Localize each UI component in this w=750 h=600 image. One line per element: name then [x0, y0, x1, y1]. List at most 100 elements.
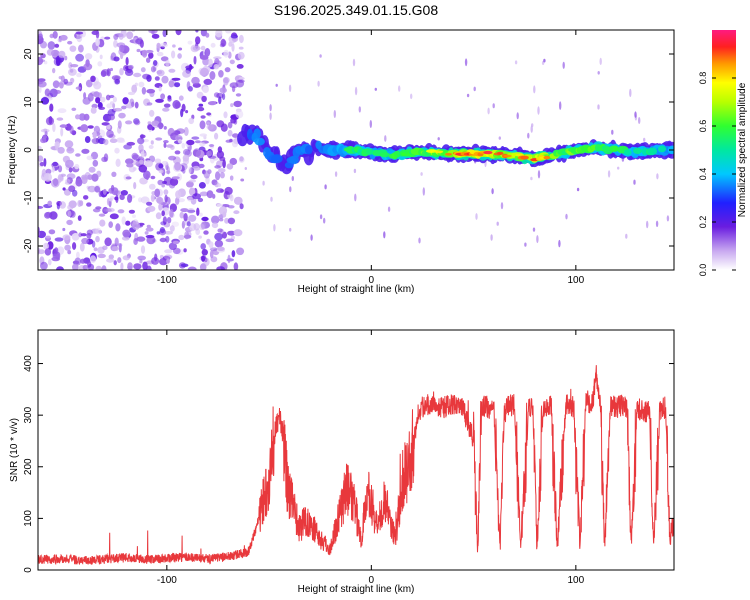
noise-blob: [643, 137, 646, 142]
x-tick-label: -100: [157, 575, 177, 586]
noise-blob: [200, 221, 206, 230]
noise-blob: [174, 161, 182, 171]
noise-blob: [151, 33, 160, 39]
y-tick-label: 20: [23, 48, 34, 60]
noise-blob: [59, 82, 64, 89]
noise-blob: [101, 265, 107, 270]
noise-blob: [646, 220, 649, 229]
noise-blob: [199, 120, 206, 130]
noise-blob: [163, 142, 167, 148]
noise-blob: [146, 224, 151, 229]
noise-blob: [218, 214, 224, 219]
noise-blob: [171, 176, 180, 180]
noise-blob: [358, 106, 361, 113]
x-tick-label: 0: [369, 575, 375, 586]
noise-blob: [109, 94, 115, 99]
noise-blob: [146, 88, 156, 94]
noise-blob: [90, 107, 97, 114]
noise-blob: [164, 249, 173, 254]
noise-blob: [203, 230, 209, 235]
noise-blob: [310, 234, 313, 241]
noise-blob: [656, 173, 659, 180]
ridge-blob: [658, 145, 667, 153]
noise-blob: [98, 213, 106, 217]
noise-blob: [194, 140, 201, 144]
noise-blob: [168, 80, 175, 88]
noise-blob: [530, 176, 533, 181]
noise-blob: [209, 149, 213, 155]
noise-blob: [140, 245, 146, 254]
noise-blob: [113, 33, 119, 41]
noise-blob: [43, 242, 50, 250]
noise-blob: [178, 47, 183, 51]
noise-blob: [182, 154, 190, 162]
noise-blob: [92, 159, 99, 167]
noise-blob: [317, 80, 320, 87]
noise-blob: [232, 133, 239, 138]
noise-blob: [108, 198, 113, 202]
noise-blob: [230, 103, 234, 108]
noise-blob: [220, 123, 228, 132]
noise-blob: [168, 68, 176, 73]
noise-blob: [132, 154, 140, 161]
noise-blob: [187, 40, 193, 45]
noise-blob: [47, 41, 56, 50]
noise-blob: [219, 172, 225, 179]
noise-blob: [42, 134, 47, 139]
noise-blob: [638, 117, 641, 124]
noise-blob: [125, 158, 134, 165]
noise-blob: [120, 190, 128, 196]
noise-blob: [127, 91, 136, 96]
ridge-blob: [445, 152, 453, 156]
noise-blob: [218, 96, 222, 105]
noise-blob: [100, 70, 107, 77]
noise-blob: [83, 63, 93, 71]
noise-blob: [204, 48, 211, 57]
ridge-blob: [543, 155, 551, 160]
noise-blob: [183, 213, 188, 222]
noise-blob: [85, 79, 93, 88]
noise-blob: [172, 100, 181, 109]
noise-blob: [666, 215, 670, 222]
noise-blob: [110, 67, 113, 72]
noise-blob: [60, 127, 64, 137]
noise-blob: [219, 87, 227, 94]
ridge-blob: [379, 152, 390, 158]
noise-blob: [161, 210, 165, 217]
noise-blob: [270, 196, 273, 202]
noise-blob: [69, 45, 77, 52]
noise-blob: [59, 124, 68, 128]
noise-blob: [95, 206, 102, 210]
noise-blob: [126, 141, 136, 146]
noise-blob: [212, 193, 216, 199]
noise-blob: [89, 255, 97, 263]
noise-blob: [146, 102, 153, 106]
noise-blob: [208, 58, 213, 68]
noise-blob: [172, 44, 176, 48]
noise-blob: [140, 196, 150, 204]
noise-blob: [116, 139, 126, 144]
noise-blob: [422, 187, 425, 196]
noise-blob: [76, 251, 80, 259]
noise-blob: [125, 176, 132, 180]
noise-blob: [57, 108, 67, 114]
noise-blob: [216, 266, 225, 270]
noise-blob: [54, 237, 64, 242]
noise-blob: [44, 130, 48, 136]
noise-blob: [207, 101, 217, 106]
noise-blob: [514, 60, 518, 65]
noise-blob: [133, 238, 138, 245]
noise-blob: [145, 227, 154, 232]
noise-blob: [128, 64, 134, 70]
noise-blob: [56, 117, 64, 121]
noise-blob: [119, 194, 125, 201]
noise-blob: [109, 213, 119, 220]
noise-blob: [156, 231, 161, 235]
noise-blob: [193, 223, 200, 231]
noise-blob: [64, 55, 68, 61]
noise-blob: [148, 145, 154, 149]
noise-blob: [114, 147, 120, 154]
noise-blob: [214, 132, 219, 140]
noise-blob: [199, 212, 203, 217]
